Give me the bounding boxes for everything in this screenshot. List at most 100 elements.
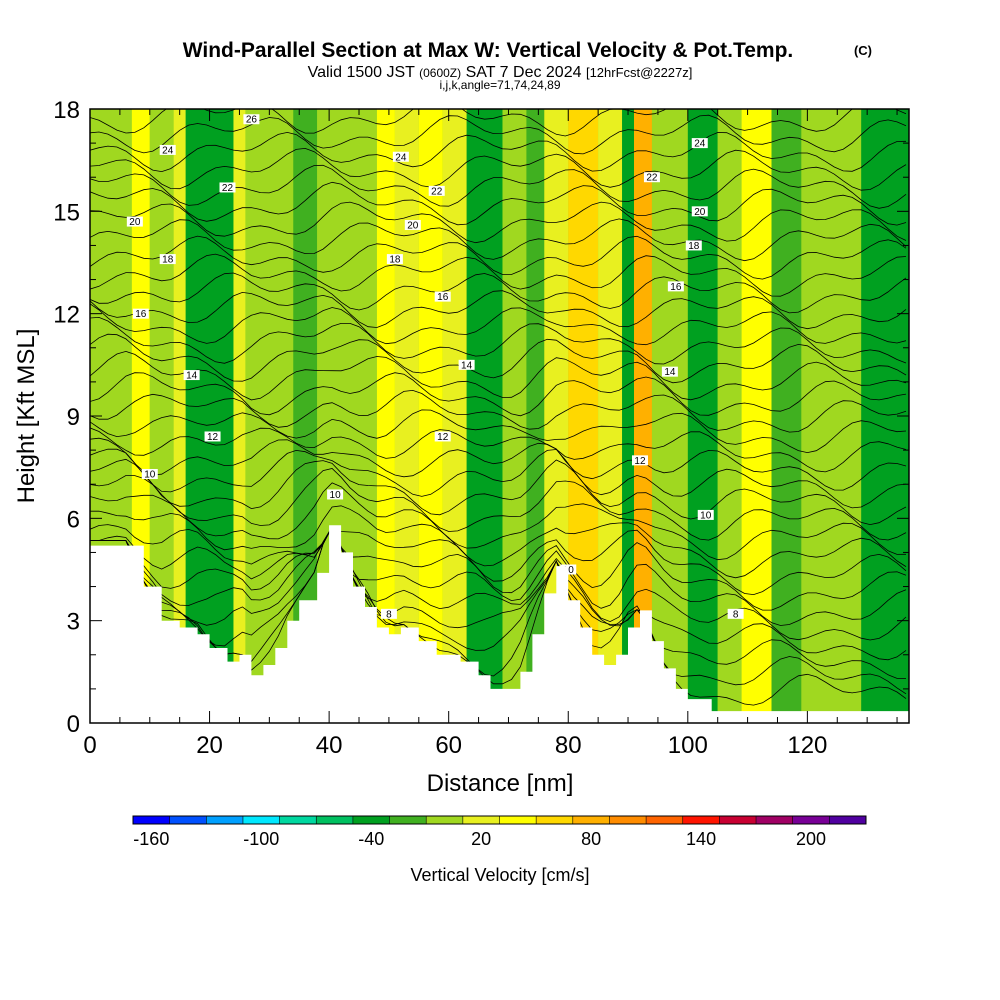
contour-label-text: 26 <box>246 115 258 126</box>
theta-contour-line <box>90 147 907 191</box>
contour-label-text: 14 <box>186 371 198 382</box>
theta-contour-line <box>90 109 907 137</box>
contour-label-box <box>697 509 714 520</box>
theta-contour-line <box>90 525 906 679</box>
x-tick-label: 100 <box>668 732 708 759</box>
contour-label-text: 24 <box>694 139 706 150</box>
contour-label: 24 <box>392 151 409 163</box>
colorbar-swatch <box>792 816 830 824</box>
contour-label-box <box>126 216 143 227</box>
contour-label-text: 10 <box>563 565 575 576</box>
theta-contour-line <box>90 526 907 661</box>
colorbar-swatch <box>572 816 610 824</box>
contour-label: 18 <box>386 254 403 266</box>
colorbar-swatch <box>646 816 683 824</box>
theta-contours <box>90 109 907 706</box>
theta-contour-line <box>90 427 907 473</box>
contour-label-box <box>691 138 708 149</box>
theta-contour-line <box>90 458 907 526</box>
contour-label: 12 <box>631 455 648 467</box>
theta-contour-line <box>90 525 907 626</box>
shading-column <box>442 109 467 723</box>
contour-label: 10 <box>697 509 714 521</box>
colorbar-swatch <box>352 816 390 824</box>
contour-label-text: 14 <box>461 360 473 371</box>
colorbar-swatch <box>756 816 793 824</box>
contour-label-box <box>643 172 660 183</box>
y-tick-label: 6 <box>67 506 80 533</box>
shading-column <box>801 109 862 723</box>
y-tick-label: 12 <box>53 302 80 329</box>
theta-contour-line <box>90 525 907 611</box>
plot-area: 26 24 24 24 22 22 22 20 20 20 18 18 18 16 16 16 14 14 14 12… <box>90 109 909 723</box>
colorbar-swatch <box>682 816 720 824</box>
colorbar-swatch <box>389 816 427 824</box>
colorbar-tick-label: 140 <box>686 829 716 849</box>
contour-label-text: 12 <box>634 456 646 467</box>
shading-column <box>687 109 718 723</box>
contour-label: 26 <box>243 114 260 126</box>
x-tick-label: 80 <box>555 732 582 759</box>
valid-time-line: Valid 1500 JST (0600Z) SAT 7 Dec 2024 [1… <box>308 64 693 81</box>
contour-label-box <box>132 308 149 319</box>
colorbar-tick-label: -40 <box>358 829 384 849</box>
contour-label-box <box>404 219 421 230</box>
contour-label-box <box>159 254 176 265</box>
theta-contour-line <box>90 253 907 297</box>
contour-label: 22 <box>643 172 660 184</box>
theta-contour-line <box>90 114 907 155</box>
theta-contour-line <box>90 448 907 509</box>
colorbar-swatch <box>426 816 463 824</box>
shading-column <box>717 109 742 723</box>
theta-contour-line <box>90 201 907 244</box>
contour-label-box <box>386 254 403 265</box>
y-axis: 0 3 6 9 12 15 18 <box>53 97 909 738</box>
contour-label-box <box>661 366 678 377</box>
colorbar-swatch <box>133 816 170 824</box>
shading-column <box>245 109 294 723</box>
theta-contour-line <box>90 235 907 280</box>
contour-label-box <box>458 359 475 370</box>
contour-label-box <box>631 455 648 466</box>
contour-label: 18 <box>159 254 176 266</box>
contour-label-box <box>159 144 176 155</box>
contour-label-text: 20 <box>407 220 419 231</box>
shading-column <box>502 109 527 723</box>
contour-label: 12 <box>434 431 451 443</box>
contour-label-box <box>327 489 344 500</box>
contour-label: 24 <box>159 144 176 156</box>
contour-label-text: 24 <box>162 145 174 156</box>
contour-label: 12 <box>204 431 221 443</box>
x-tick-label: 60 <box>435 732 462 759</box>
contour-labels: 26 24 24 24 22 22 22 20 20 20 18 18 18 16 16 16 14 14 14 12… <box>126 114 744 620</box>
contour-label-text: 8 <box>733 609 739 620</box>
contour-label-text: 22 <box>431 186 443 197</box>
contour-label: 14 <box>458 359 475 371</box>
theta-contour-line <box>90 333 907 384</box>
contour-label-text: 8 <box>386 609 392 620</box>
y-tick-label: 18 <box>53 97 80 124</box>
contour-label: 22 <box>219 182 236 194</box>
colorbar-swatch <box>499 816 537 824</box>
colorbar-swatch <box>279 816 317 824</box>
contour-label: 8 <box>727 608 744 620</box>
contour-label-text: 16 <box>437 292 449 303</box>
contour-label-text: 10 <box>330 490 342 501</box>
contour-label-text: 24 <box>395 152 407 163</box>
contour-label: 10 <box>141 468 158 480</box>
colorbar-tick-label: -100 <box>243 829 279 849</box>
colorbar-swatch <box>462 816 500 824</box>
colorbar-swatch <box>829 816 866 824</box>
contour-label-text: 12 <box>207 432 219 443</box>
y-tick-label: 0 <box>67 711 80 738</box>
contour-label-text: 14 <box>664 367 676 378</box>
shading-column <box>526 109 545 723</box>
x-axis-label: Distance [nm] <box>427 770 574 797</box>
contour-label-box <box>392 151 409 162</box>
theta-contour-line <box>90 272 907 314</box>
valid-zulu: (0600Z) <box>419 66 461 80</box>
contour-label-box <box>667 281 684 292</box>
contour-label-box <box>428 185 445 196</box>
contour-label: 20 <box>404 219 421 231</box>
